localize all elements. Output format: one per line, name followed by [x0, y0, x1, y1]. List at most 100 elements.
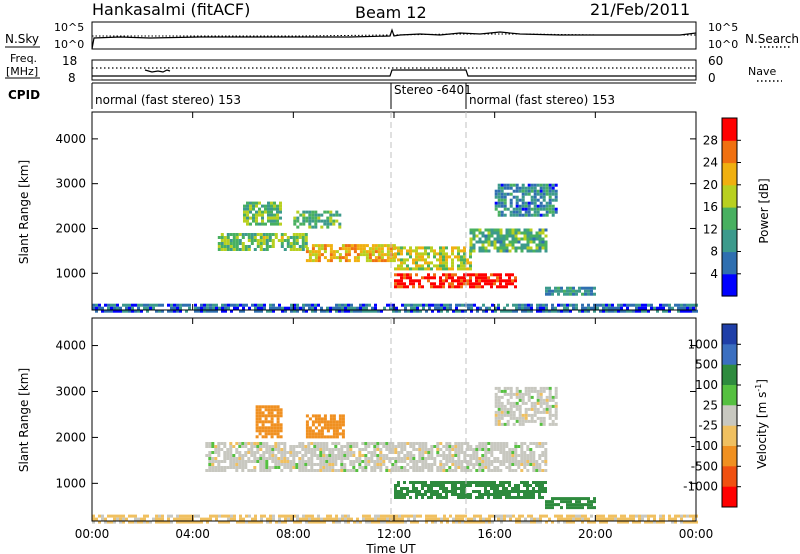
data-cell: [289, 460, 293, 463]
data-cell: [258, 426, 262, 430]
data-cell: [332, 432, 336, 436]
data-cell: [217, 451, 221, 454]
data-cell: [267, 420, 271, 424]
data-cell: [170, 520, 173, 524]
data-cell: [494, 404, 498, 408]
data-cell: [487, 451, 491, 454]
data-cell: [638, 520, 641, 524]
data-cell: [512, 210, 516, 214]
data-cell: [319, 457, 323, 460]
data-cell: [511, 457, 515, 460]
data-cell: [481, 496, 484, 499]
data-cell: [250, 445, 254, 448]
data-cell: [496, 240, 500, 244]
data-cell: [683, 520, 686, 524]
data-cell: [284, 306, 287, 310]
data-cell: [343, 451, 347, 454]
data-cell: [481, 285, 484, 289]
data-cell: [617, 520, 620, 524]
data-cell: [505, 228, 509, 232]
data-cell: [362, 517, 365, 521]
data-cell: [371, 259, 375, 263]
data-cell: [397, 252, 400, 256]
data-cell: [392, 309, 395, 313]
data-cell: [593, 306, 596, 310]
data-cell: [268, 457, 272, 460]
data-cell: [680, 309, 683, 313]
data-cell: [532, 454, 536, 457]
data-cell: [502, 249, 506, 253]
data-cell: [460, 463, 464, 466]
data-cell: [152, 306, 155, 310]
data-cell: [538, 481, 541, 484]
data-cell: [521, 395, 525, 399]
data-cell: [476, 306, 479, 310]
data-cell: [421, 442, 425, 445]
data-cell: [305, 426, 309, 430]
data-cell: [431, 303, 434, 307]
data-cell: [394, 484, 397, 487]
data-cell: [356, 253, 360, 257]
data-cell: [512, 422, 516, 426]
data-cell: [499, 445, 503, 448]
data-cell: [434, 517, 437, 521]
data-cell: [430, 282, 433, 286]
data-cell: [265, 239, 269, 242]
data-cell: [644, 303, 647, 307]
data-cell: [554, 404, 558, 408]
data-cell: [506, 398, 510, 402]
data-cell: [286, 466, 290, 469]
data-cell: [409, 490, 412, 493]
data-cell: [328, 463, 332, 466]
data-cell: [308, 303, 311, 307]
data-cell: [508, 451, 512, 454]
data-cell: [686, 303, 689, 307]
data-cell: [497, 189, 501, 193]
data-cell: [452, 309, 455, 313]
data-cell: [650, 303, 653, 307]
data-cell: [484, 228, 488, 232]
data-cell: [238, 239, 242, 242]
data-cell: [293, 219, 297, 223]
data-cell: [533, 195, 537, 199]
data-cell: [247, 239, 251, 242]
data-cell: [455, 514, 458, 518]
data-cell: [620, 306, 623, 310]
data-cell: [445, 490, 448, 493]
data-cell: [329, 306, 332, 310]
data-cell: [490, 451, 494, 454]
data-cell: [530, 419, 534, 423]
data-cell: [134, 514, 137, 518]
data-cell: [265, 233, 269, 236]
data-cell: [323, 420, 327, 424]
data-cell: [406, 454, 410, 457]
data-cell: [317, 219, 321, 223]
data-cell: [560, 289, 563, 293]
data-cell: [232, 239, 236, 242]
cpid-segment-2: Stereo -6401: [394, 83, 472, 97]
data-cell: [368, 250, 372, 254]
data-cell: [259, 245, 263, 248]
data-cell: [548, 395, 552, 399]
data-cell: [329, 250, 333, 254]
data-cell: [197, 520, 200, 524]
data-cell: [128, 306, 131, 310]
data-cell: [268, 239, 272, 242]
data-cell: [469, 240, 473, 244]
data-cell: [584, 289, 587, 293]
data-cell: [418, 445, 422, 448]
data-cell: [430, 496, 433, 499]
data-cell: [235, 245, 239, 248]
data-cell: [407, 303, 410, 307]
data-cell: [529, 234, 533, 238]
data-cell: [487, 234, 491, 238]
data-cell: [421, 276, 424, 280]
data-cell: [400, 252, 403, 256]
data-cell: [539, 410, 543, 414]
data-cell: [329, 222, 333, 226]
data-cell: [484, 234, 488, 238]
data-cell: [270, 222, 273, 226]
data-cell: [386, 514, 389, 518]
data-cell: [307, 460, 311, 463]
